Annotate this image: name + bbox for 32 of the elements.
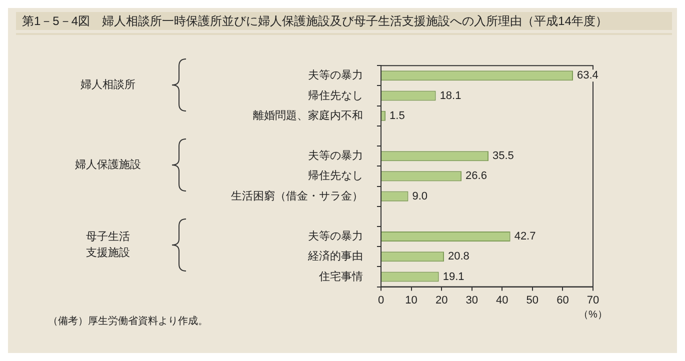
chart-title: 第1－5－4図 婦人相談所一時保護所並びに婦人保護施設及び母子生活支援施設への入所理由（平成14年度） [16,12,672,30]
y-tick-label: 帰住先なし [308,88,363,102]
y-tick-label: 帰住先なし [308,169,363,182]
x-tick-label: 10 [405,294,418,306]
x-tick-label: 30 [466,294,478,306]
y-tick-label: 経済的事由 [307,250,363,263]
y-tick-label: 夫等の暴力 [308,230,363,243]
y-tick-label: 夫等の暴力 [308,68,363,82]
x-tick-label: 50 [526,294,539,306]
x-tick-label: 70 [586,294,600,306]
text: （備考）厚生労働省資料より作成。 [48,314,208,328]
x-tick-label: 60 [556,294,569,306]
data-label: 26.6 [466,170,487,182]
x-tick-label: 40 [496,294,508,306]
data-label: 42.7 [514,230,536,243]
x-tick-label: 0 [378,294,384,306]
x-tick-label: 20 [435,294,448,306]
data-label: 9.0 [412,190,428,202]
data-label: 35.5 [492,150,514,162]
text: 婦人保護施設 [75,158,141,173]
y-tick-label: 夫等の暴力 [308,149,363,162]
x-axis-title: （%） [578,310,608,321]
data-label: 20.8 [448,250,470,263]
data-label: 18.1 [440,90,462,102]
data-label: 19.1 [442,270,464,283]
text: 母子生活支援施設 [85,230,131,261]
y-tick-label: 生活困窮（借金・サラ金） [231,189,363,202]
data-label: 1.5 [390,110,405,122]
y-tick-label: 離婚問題、家庭内不和 [253,108,363,122]
text: 婦人相談所 [80,78,136,93]
y-tick-label: 住宅事情 [319,270,363,283]
data-label: 63.4 [577,70,598,82]
